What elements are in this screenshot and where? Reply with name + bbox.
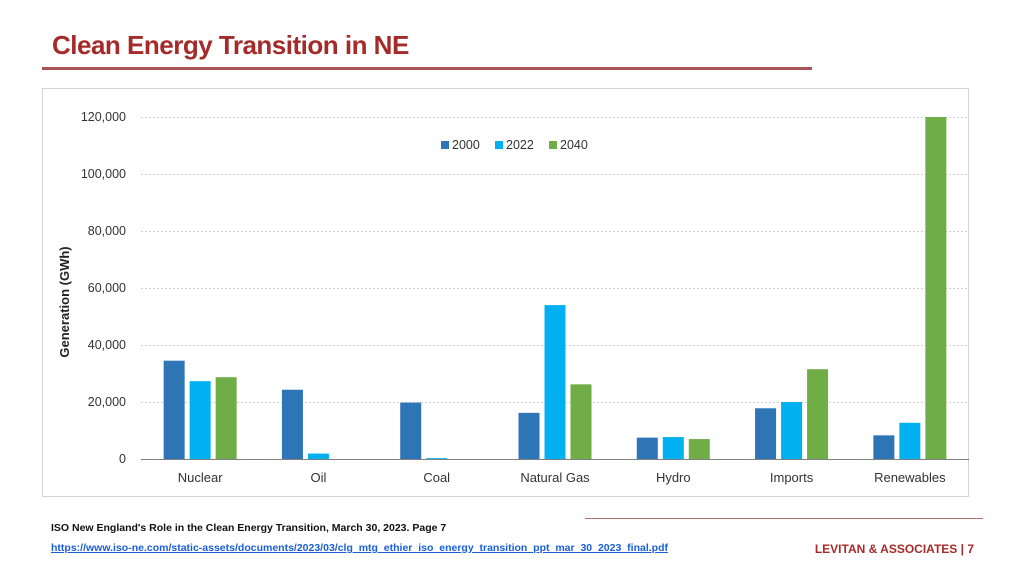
bar-natural-gas-2000 [518,412,540,459]
bar-coal-2022 [426,458,448,459]
x-tick-label: Renewables [874,470,946,485]
y-tick-label: 80,000 [88,224,126,238]
y-axis-label: Generation (GWh) [57,246,72,357]
legend-label: 2040 [560,138,588,152]
x-tick-label: Imports [770,470,814,485]
bar-imports-2022 [781,402,803,459]
legend-swatch [441,141,449,149]
y-tick-label: 120,000 [81,110,126,124]
bar-oil-2022 [307,453,329,459]
gridlines [141,117,969,403]
bar-renewables-2040 [925,117,947,459]
footer-divider [585,518,983,519]
generation-bar-chart: 0 20,000 40,000 60,000 80,000 100,000 120,000 … [42,88,985,501]
legend-label: 2022 [506,138,534,152]
y-tick-label: 40,000 [88,338,126,352]
y-tick-label: 20,000 [88,395,126,409]
bar-natural-gas-2040 [570,384,592,459]
y-tick-label: 60,000 [88,281,126,295]
bar-oil-2000 [281,389,303,459]
x-tick-label: Natural Gas [520,470,590,485]
y-tick-labels: 0 20,000 40,000 60,000 80,000 100,000 120,000 [81,110,126,466]
bar-coal-2000 [400,402,422,459]
source-citation: ISO New England's Role in the Clean Ener… [51,522,447,534]
bar-natural-gas-2022 [544,305,566,459]
chart-canvas: 020,00040,00060,00080,000100,000120,000 … [42,88,969,497]
bar-nuclear-2040 [215,377,237,459]
bar-renewables-2000 [873,435,895,459]
y-tick-label: 0 [119,452,126,466]
bar-hydro-2022 [662,437,684,459]
x-tick-label: Coal [423,470,450,485]
legend: 2000 2022 2040 [441,138,588,152]
bar-hydro-2040 [688,439,710,459]
page-title: Clean Energy Transition in NE [52,30,409,60]
legend-label: 2000 [452,138,480,152]
bar-hydro-2000 [636,437,658,459]
bar-renewables-2022 [899,422,921,459]
x-tick-labels: Nuclear Oil Coal Natural Gas Hydro Imports Ren… [178,470,946,485]
brand-page-number: LEVITAN & ASSOCIATES | 7 [814,542,974,556]
legend-swatch [549,141,557,149]
bar-nuclear-2000 [163,360,185,459]
x-tick-label: Hydro [656,470,691,485]
x-tick-label: Oil [310,470,326,485]
x-tick-label: Nuclear [178,470,223,485]
bar-imports-2040 [807,369,829,459]
y-tick-label: 100,000 [81,167,126,181]
bar-nuclear-2022 [189,381,211,459]
bars [163,117,947,459]
bar-imports-2000 [755,408,777,459]
title-underline [42,67,812,70]
legend-swatch [495,141,503,149]
source-link[interactable]: https://www.iso-ne.com/static-assets/doc… [51,542,668,554]
